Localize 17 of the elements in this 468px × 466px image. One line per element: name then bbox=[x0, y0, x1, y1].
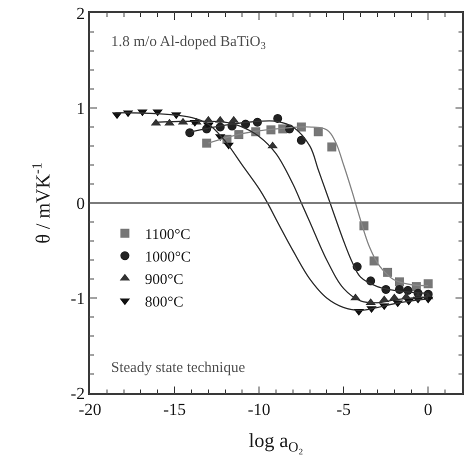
legend-label: 900°C bbox=[144, 272, 184, 288]
legend-label: 1100°C bbox=[144, 227, 190, 244]
x-tick-label: -5 bbox=[336, 400, 351, 420]
y-tick-label: -1 bbox=[70, 288, 85, 308]
x-axis-title: log a$_{O₂}$ bbox=[248, 430, 304, 456]
y-tick-label: -2 bbox=[70, 384, 85, 403]
x-tick-label: 0 bbox=[424, 400, 432, 420]
x-tick-label: -20 bbox=[78, 400, 102, 420]
y-tick-label: 1 bbox=[76, 98, 85, 118]
y-tick-label: 2 bbox=[76, 4, 85, 23]
annotation: 1.8 m/o Al-doped BaTiO$_{3}$ bbox=[111, 34, 266, 52]
legend-label: 1000°C bbox=[144, 250, 191, 266]
legend-label: 800°C bbox=[144, 294, 184, 311]
y-tick-label: 0 bbox=[76, 194, 85, 213]
x-tick-label: -10 bbox=[248, 400, 270, 420]
annotation: Steady state technique bbox=[111, 360, 246, 376]
x-tick-label: -15 bbox=[163, 400, 186, 420]
